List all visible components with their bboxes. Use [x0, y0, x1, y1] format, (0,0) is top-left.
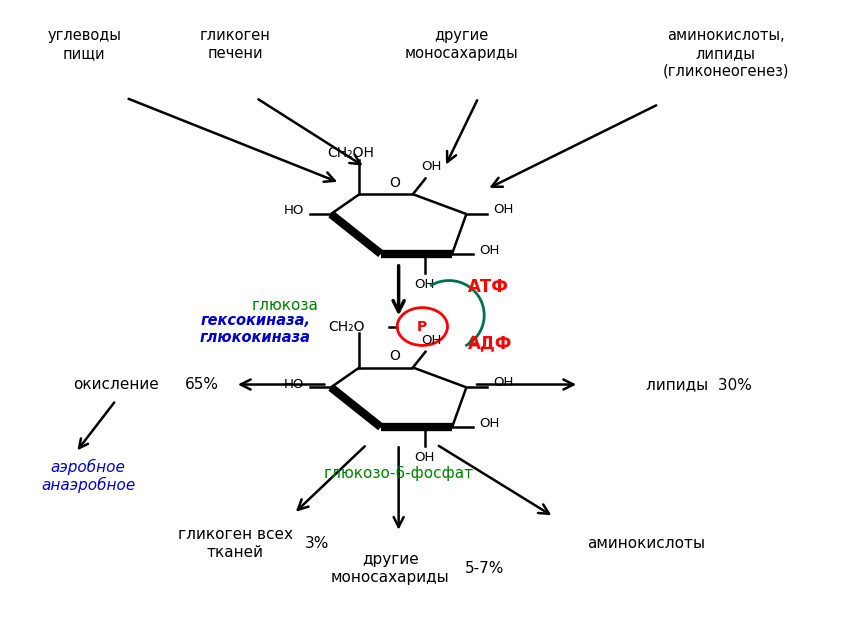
Text: гликоген всех
тканей: гликоген всех тканей	[177, 527, 293, 559]
Text: OH: OH	[414, 451, 435, 464]
Text: окисление: окисление	[73, 377, 159, 392]
Text: глюкоза: глюкоза	[252, 298, 319, 313]
Text: гексокиназа,
глюкокиназа: гексокиназа, глюкокиназа	[199, 313, 311, 345]
Text: аэробное
анаэробное: аэробное анаэробное	[41, 458, 135, 493]
Text: HO: HO	[283, 204, 304, 217]
Text: OH: OH	[421, 334, 442, 347]
Text: 3%: 3%	[305, 536, 330, 551]
Text: аминокислоты: аминокислоты	[587, 536, 705, 551]
Text: глюкозо-6-фосфат: глюкозо-6-фосфат	[324, 466, 473, 482]
Text: OH: OH	[479, 244, 499, 257]
Text: 5-7%: 5-7%	[466, 561, 505, 576]
Text: O: O	[389, 176, 400, 190]
Text: OH: OH	[479, 417, 499, 430]
Text: CH₂OH: CH₂OH	[328, 146, 374, 160]
Text: АДФ: АДФ	[467, 334, 512, 352]
Text: OH: OH	[493, 376, 514, 389]
Text: гликоген
печени: гликоген печени	[199, 28, 270, 61]
Text: OH: OH	[421, 160, 442, 174]
Text: АТФ: АТФ	[467, 278, 508, 296]
Text: O: O	[389, 349, 400, 363]
Text: 65%: 65%	[185, 377, 218, 392]
Text: CH₂O: CH₂O	[329, 320, 366, 334]
Text: P: P	[417, 320, 427, 334]
Text: липиды  30%: липиды 30%	[646, 377, 752, 392]
Text: OH: OH	[493, 203, 514, 215]
Text: аминокислоты,
липиды
(гликонеогенез): аминокислоты, липиды (гликонеогенез)	[663, 28, 789, 78]
Text: углеводы
пищи: углеводы пищи	[47, 28, 121, 61]
Text: другие
моносахариды: другие моносахариды	[405, 28, 519, 61]
Text: OH: OH	[414, 278, 435, 291]
Text: HO: HO	[283, 377, 304, 391]
Text: другие
моносахариды: другие моносахариды	[331, 552, 449, 584]
